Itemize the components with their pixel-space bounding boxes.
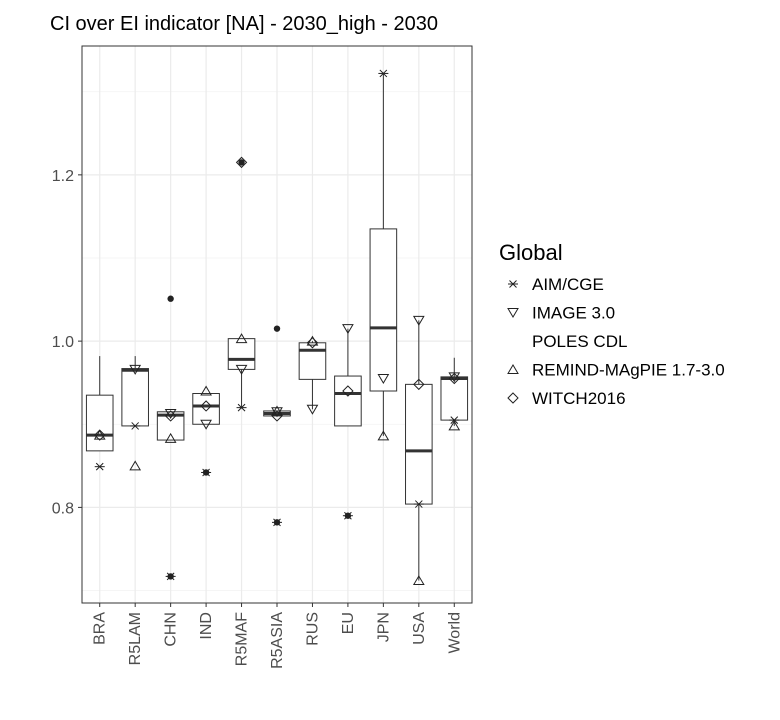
point-witch2016 [342, 385, 354, 397]
point-remind-magpie-1-7-3-0 [377, 430, 390, 441]
box-iqr [334, 375, 362, 427]
point-aim-cge [165, 572, 176, 581]
legend-item: WITCH2016 [507, 389, 626, 408]
y-tick-label: 1.2 [52, 168, 74, 185]
point-aim-cge [236, 403, 247, 412]
legend-label: IMAGE 3.0 [532, 304, 615, 323]
box-chn [156, 295, 185, 580]
box-iqr [85, 394, 114, 452]
y-tick-label: 0.8 [52, 500, 74, 517]
point-witch2016 [448, 372, 460, 385]
point-aim-cge [272, 518, 282, 527]
y-tick-label: 1.0 [52, 334, 74, 351]
box-iqr [192, 393, 220, 425]
box-iqr [121, 368, 149, 427]
box-world [440, 357, 469, 426]
point-witch2016 [306, 337, 319, 349]
outlier-point [238, 159, 245, 166]
point-remind-magpie-1-7-3-0 [448, 420, 461, 431]
y-axis: 0.8 1.0 1.2 [52, 168, 82, 517]
legend-item: IMAGE 3.0 [507, 304, 615, 323]
point-aim-cge [449, 416, 460, 424]
legend-key [507, 364, 519, 374]
box-rus [298, 341, 327, 410]
x-tick-label: BRA [92, 612, 109, 645]
point-witch2016 [164, 410, 177, 422]
box-iqr [405, 383, 433, 505]
x-tick-label: JPN [375, 612, 392, 642]
box-r5maf [227, 159, 256, 408]
legend-label: REMIND-MAgPIE 1.7-3.0 [532, 361, 725, 380]
outlier-point [273, 325, 281, 332]
data-points [93, 69, 461, 586]
point-aim-cge [342, 511, 353, 520]
legend-key [507, 392, 519, 404]
point-aim-cge [94, 462, 105, 471]
x-tick-label: R5ASIA [269, 612, 286, 669]
point-image-3-0 [200, 419, 212, 430]
box-usa [405, 320, 433, 581]
point-image-3-0 [377, 374, 390, 385]
point-remind-magpie-1-7-3-0 [93, 429, 106, 440]
legend-label: AIM/CGE [532, 275, 604, 294]
point-remind-magpie-1-7-3-0 [129, 460, 142, 471]
point-image-3-0 [412, 315, 425, 326]
point-aim-cge [378, 69, 389, 78]
x-tick-label: World [446, 612, 463, 654]
point-witch2016 [413, 378, 425, 391]
point-image-3-0 [306, 404, 319, 415]
x-tick-label: R5LAM [127, 612, 144, 665]
legend-label: POLES CDL [532, 332, 627, 351]
point-aim-cge [201, 468, 212, 477]
point-witch2016 [271, 410, 283, 422]
point-remind-magpie-1-7-3-0 [271, 405, 283, 416]
point-image-3-0 [235, 364, 248, 375]
legend-label: WITCH2016 [532, 389, 626, 408]
point-witch2016 [200, 400, 212, 412]
point-image-3-0 [129, 364, 142, 375]
point-remind-magpie-1-7-3-0 [164, 432, 177, 443]
point-remind-magpie-1-7-3-0 [200, 385, 212, 396]
x-tick-label: R5MAF [234, 612, 251, 666]
x-tick-label: RUS [304, 612, 321, 646]
box-jpn [369, 73, 398, 436]
point-witch2016 [94, 429, 106, 441]
point-witch2016 [235, 156, 248, 169]
point-image-3-0 [271, 407, 283, 418]
x-tick-label: USA [411, 612, 428, 645]
point-aim-cge [413, 500, 424, 508]
point-remind-magpie-1-7-3-0 [412, 575, 425, 586]
x-axis: BRA R5LAM CHN IND R5MAF R5ASIA RUS EU JPN USA Worl… [92, 603, 463, 669]
legend-title: Global [499, 240, 563, 265]
point-image-3-0 [342, 324, 354, 335]
box-iqr [369, 228, 398, 392]
legend-item: REMIND-MAgPIE 1.7-3.0 [507, 361, 725, 380]
point-remind-magpie-1-7-3-0 [235, 333, 248, 344]
legend-key [507, 308, 519, 318]
box-r5lam [121, 356, 149, 427]
boxes [85, 73, 469, 581]
legend: Global AIM/CGE IMAGE 3.0 POLES CDL REMIND-M… [499, 240, 725, 408]
point-aim-cge [130, 422, 141, 430]
x-tick-label: CHN [163, 612, 180, 647]
box-iqr [227, 338, 256, 370]
x-tick-label: IND [198, 612, 215, 640]
chart-title: CI over EI indicator [NA] - 2030_high - … [50, 13, 438, 35]
box-bra [85, 356, 114, 452]
x-tick-label: EU [340, 612, 357, 634]
legend-key [508, 280, 518, 288]
legend-item: AIM/CGE [508, 275, 604, 294]
outlier-point [167, 295, 174, 302]
legend-item: POLES CDL [532, 332, 627, 351]
